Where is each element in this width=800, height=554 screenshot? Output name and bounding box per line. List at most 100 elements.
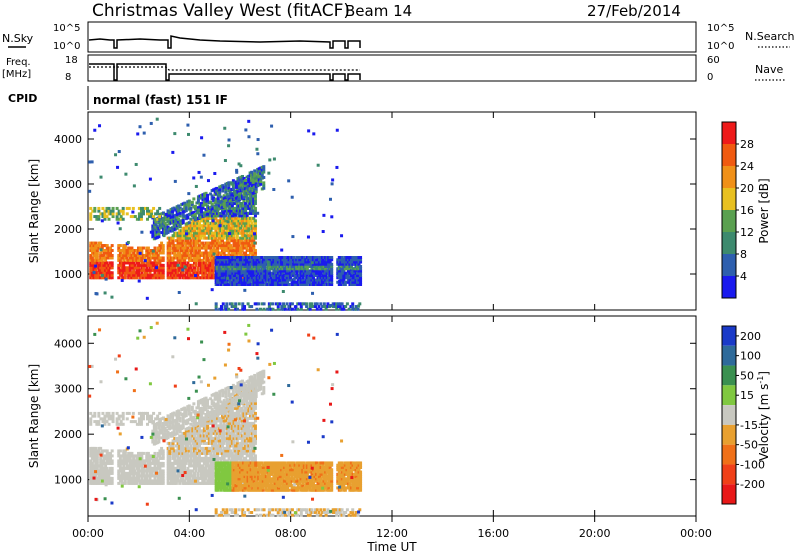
scatter-cell bbox=[235, 283, 239, 286]
scatter-cell bbox=[206, 212, 210, 216]
scatter-cell bbox=[178, 479, 182, 483]
scatter-cell bbox=[258, 265, 262, 268]
scatter-cell bbox=[157, 227, 161, 231]
scatter-cell bbox=[132, 479, 136, 483]
scatter-cell bbox=[117, 268, 121, 272]
scatter-cell bbox=[100, 244, 104, 248]
scatter-cell bbox=[214, 434, 218, 438]
scatter-cell bbox=[237, 278, 241, 282]
scatter-cell bbox=[345, 256, 349, 259]
scatter-cell bbox=[224, 244, 228, 248]
scatter-cell bbox=[271, 302, 275, 306]
scatter-cell bbox=[168, 276, 172, 280]
scatter-cell bbox=[153, 273, 157, 277]
scatter-cell bbox=[269, 258, 273, 262]
scatter-cell bbox=[180, 203, 184, 207]
scatter-cell bbox=[330, 271, 334, 275]
scatter-cell bbox=[217, 219, 221, 223]
scatter-cell bbox=[99, 461, 103, 465]
scatter-cell bbox=[102, 474, 106, 478]
scatter-cell bbox=[247, 119, 251, 123]
scatter-cell bbox=[171, 439, 175, 443]
scatter-cell bbox=[153, 253, 157, 257]
scatter-cell bbox=[130, 258, 134, 262]
scatter-cell bbox=[219, 280, 223, 284]
scatter-cell bbox=[160, 461, 164, 465]
scatter-cell bbox=[189, 434, 193, 438]
scatter-cell bbox=[313, 258, 317, 262]
scatter-cell bbox=[193, 246, 197, 250]
scatter-cell bbox=[120, 278, 124, 282]
scatter-cell bbox=[194, 476, 198, 480]
scatter-cell bbox=[227, 244, 231, 248]
scatter-cell bbox=[247, 199, 251, 203]
scatter-cell bbox=[130, 461, 134, 465]
colorbar-segment bbox=[722, 166, 736, 188]
scatter-cell bbox=[264, 274, 268, 277]
scatter-cell bbox=[194, 466, 198, 470]
scatter-cell bbox=[240, 249, 244, 253]
scatter-cell bbox=[179, 459, 183, 463]
scatter-cell bbox=[120, 256, 124, 260]
scatter-cell bbox=[157, 221, 161, 225]
scatter-cell bbox=[161, 481, 165, 485]
scatter-cell bbox=[304, 278, 308, 282]
scatter-cell bbox=[234, 265, 238, 268]
scatter-cell bbox=[345, 302, 349, 306]
scatter-cell bbox=[349, 265, 353, 268]
scatter-cell bbox=[150, 471, 154, 475]
scatter-cell bbox=[119, 215, 123, 219]
scatter-cell bbox=[204, 466, 208, 470]
scatter-cell bbox=[206, 426, 210, 430]
scatter-cell bbox=[184, 217, 188, 221]
scatter-cell bbox=[272, 278, 276, 282]
scatter-cell bbox=[190, 203, 194, 207]
scatter-cell bbox=[243, 265, 247, 268]
scatter-cell bbox=[215, 189, 219, 193]
scatter-cell bbox=[181, 439, 185, 443]
scatter-cell bbox=[281, 260, 285, 264]
scatter-cell bbox=[219, 216, 223, 220]
scatter-cell bbox=[92, 446, 96, 450]
scatter-cell bbox=[222, 283, 226, 286]
scatter-cell bbox=[245, 258, 249, 262]
scatter-cell bbox=[313, 305, 317, 309]
scatter-cell bbox=[258, 278, 262, 282]
scatter-cell bbox=[178, 244, 182, 248]
scatter-cell bbox=[262, 184, 266, 188]
scatter-cell bbox=[231, 198, 235, 202]
scatter-cell bbox=[201, 234, 205, 238]
scatter-cell bbox=[214, 426, 218, 430]
scatter-cell bbox=[212, 409, 216, 413]
scatter-cell bbox=[214, 216, 218, 220]
scatter-cell bbox=[186, 249, 190, 253]
scatter-cell bbox=[242, 262, 246, 266]
scatter-cell bbox=[239, 241, 243, 245]
scatter-cell bbox=[340, 269, 344, 273]
scatter-cell bbox=[237, 176, 241, 180]
scatter-cell bbox=[244, 204, 248, 208]
scatter-cell bbox=[175, 205, 179, 209]
scatter-cell bbox=[218, 207, 222, 211]
scatter-cell bbox=[97, 268, 101, 272]
scatter-cell bbox=[246, 278, 250, 282]
scatter-cell bbox=[342, 280, 346, 284]
scatter-cell bbox=[253, 219, 257, 223]
scatter-cell bbox=[223, 280, 227, 284]
scatter-cell bbox=[163, 226, 167, 230]
scatter-cell bbox=[166, 441, 170, 445]
scatter-cell bbox=[173, 479, 177, 483]
scatter-cell bbox=[267, 307, 271, 311]
scatter-cell bbox=[216, 224, 220, 228]
scatter-cell bbox=[252, 271, 256, 275]
scatter-cell bbox=[156, 253, 160, 257]
scatter-cell bbox=[318, 280, 322, 284]
scatter-cell bbox=[122, 258, 126, 262]
velocity-ylabel: Slant Range [km] bbox=[27, 364, 41, 468]
scatter-cell bbox=[223, 260, 227, 264]
scatter-cell bbox=[296, 262, 300, 266]
scatter-cell bbox=[226, 276, 230, 280]
scatter-cell bbox=[292, 256, 296, 259]
scatter-cell bbox=[273, 269, 277, 273]
scatter-cell bbox=[104, 251, 108, 255]
